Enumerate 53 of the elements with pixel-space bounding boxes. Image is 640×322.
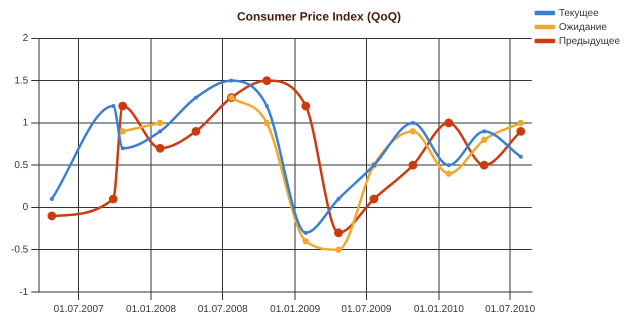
point bbox=[480, 160, 489, 170]
point bbox=[336, 197, 340, 202]
x-tick-label: 01.07.2008 bbox=[198, 304, 248, 315]
point bbox=[302, 238, 309, 244]
point bbox=[408, 160, 418, 170]
y-tick-label: 1 bbox=[22, 118, 29, 129]
x-tick-label: 01.07.2009 bbox=[341, 304, 392, 315]
point bbox=[50, 197, 54, 202]
point bbox=[264, 104, 269, 108]
point bbox=[335, 246, 342, 253]
point bbox=[518, 154, 523, 159]
y-tick-label: 0 bbox=[22, 202, 29, 214]
legend-label: Ожидание bbox=[558, 22, 608, 33]
chart-title: Consumer Price Index (QoQ) bbox=[236, 10, 402, 24]
point bbox=[194, 96, 198, 100]
point bbox=[120, 128, 126, 135]
point bbox=[192, 126, 200, 136]
point bbox=[262, 76, 272, 86]
y-tick-label: 2 bbox=[22, 33, 29, 44]
legend-label: Текущее bbox=[558, 8, 600, 19]
y-tick-label: -0.5 bbox=[10, 244, 29, 256]
point bbox=[518, 120, 524, 126]
point bbox=[301, 102, 310, 110]
point bbox=[480, 136, 488, 144]
point bbox=[370, 194, 378, 204]
point bbox=[120, 146, 125, 150]
point bbox=[264, 120, 270, 126]
point bbox=[482, 129, 486, 134]
point bbox=[229, 78, 234, 83]
point bbox=[334, 228, 343, 238]
point bbox=[446, 170, 452, 177]
point bbox=[410, 120, 415, 125]
x-tick-label: 01.07.2010 bbox=[485, 304, 536, 315]
y-tick-label: 0.5 bbox=[14, 160, 29, 171]
point bbox=[156, 144, 165, 153]
point bbox=[47, 212, 56, 220]
point bbox=[446, 163, 451, 168]
point bbox=[156, 120, 164, 126]
x-tick-label: 01.07.2007 bbox=[54, 304, 104, 315]
x-tick-label: 01.01.2009 bbox=[270, 304, 321, 315]
point bbox=[410, 128, 416, 135]
x-tick-label: 01.01.2010 bbox=[414, 304, 464, 315]
point bbox=[118, 102, 128, 110]
legend-label: Предыдущее bbox=[558, 36, 620, 47]
point bbox=[111, 104, 116, 108]
y-tick-label: -1 bbox=[19, 286, 29, 298]
x-tick-label: 01.01.2008 bbox=[126, 304, 177, 315]
point bbox=[444, 118, 454, 128]
point bbox=[108, 194, 118, 204]
point bbox=[516, 126, 526, 136]
y-tick-label: 1.5 bbox=[14, 75, 29, 86]
point bbox=[304, 230, 308, 235]
point bbox=[158, 129, 162, 134]
